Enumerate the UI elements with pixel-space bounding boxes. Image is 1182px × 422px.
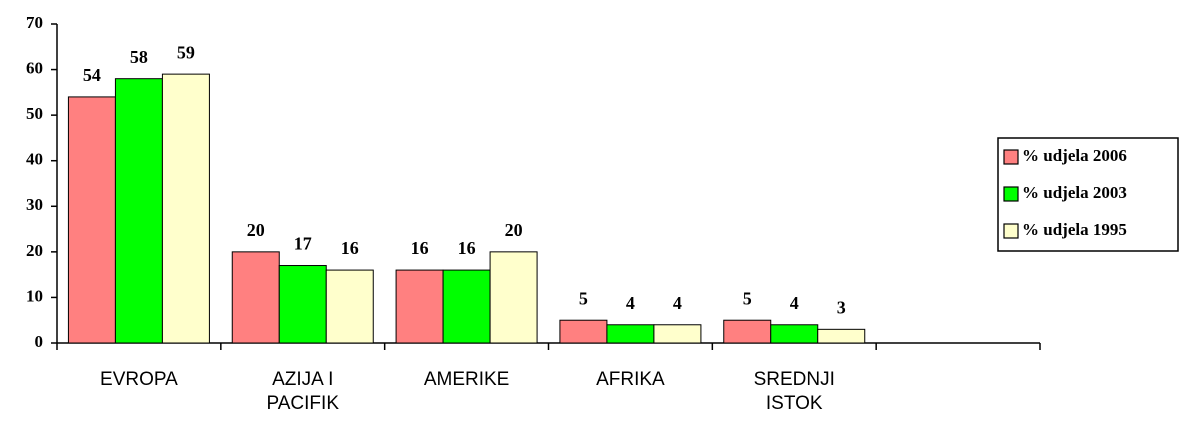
bar: [489, 251, 538, 344]
value-label: 58: [130, 47, 148, 67]
x-tick-label: AZIJA I PACIFIK: [266, 369, 340, 414]
y-tick-label: 10: [26, 286, 43, 305]
bar: [653, 324, 702, 344]
bar: [231, 251, 280, 344]
value-label: 16: [411, 238, 429, 258]
y-tick-label: 60: [26, 58, 43, 77]
y-tick-label: 70: [26, 13, 43, 32]
legend-label: % udjela 2003: [1022, 183, 1127, 202]
value-label: 3: [837, 297, 846, 317]
legend-label: % udjela 2006: [1022, 146, 1127, 165]
bar: [606, 324, 655, 344]
bar: [559, 319, 608, 344]
x-tick-label: AMERIKE: [423, 369, 510, 390]
y-tick-label: 40: [26, 150, 43, 169]
bar: [817, 328, 866, 344]
value-label: 4: [790, 293, 799, 313]
x-tick-label: AFRIKA: [596, 369, 665, 390]
bar: [770, 324, 819, 344]
y-tick-label: 50: [26, 104, 43, 123]
value-label: 16: [458, 238, 476, 258]
y-tick-label: 30: [26, 195, 43, 214]
legend-box: [997, 137, 1179, 252]
bar: [395, 269, 444, 344]
legend-label: % udjela 1995: [1022, 220, 1127, 239]
legend-swatch: [1003, 223, 1019, 239]
value-label: 5: [743, 288, 752, 308]
y-tick-label: 20: [26, 241, 43, 260]
y-tick-label: 0: [35, 332, 44, 351]
value-label: 20: [505, 220, 523, 240]
legend-swatch: [1003, 149, 1019, 165]
value-label: 4: [673, 293, 682, 313]
value-label: 17: [294, 234, 312, 254]
value-label: 16: [341, 238, 359, 258]
value-label: 20: [247, 220, 265, 240]
bar: [161, 73, 210, 344]
value-label: 59: [177, 42, 195, 62]
bar: [723, 319, 772, 344]
bar: [325, 269, 374, 344]
bar: [67, 96, 116, 344]
x-tick-label: SREDNJI ISTOK: [753, 369, 835, 414]
value-label: 4: [626, 293, 635, 313]
bar: [442, 269, 491, 344]
value-label: 54: [83, 65, 101, 85]
legend-swatch: [1003, 186, 1019, 202]
bar: [278, 265, 327, 344]
x-tick-label: EVROPA: [100, 369, 178, 390]
value-label: 5: [579, 288, 588, 308]
bar: [114, 78, 163, 344]
